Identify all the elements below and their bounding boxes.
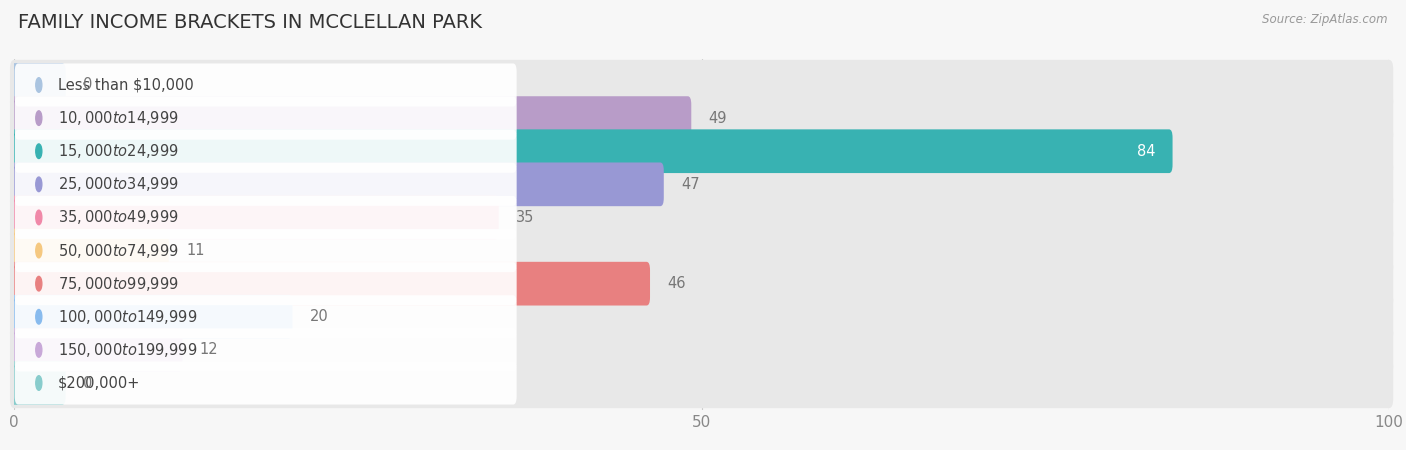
FancyBboxPatch shape bbox=[11, 361, 66, 405]
FancyBboxPatch shape bbox=[10, 60, 1393, 110]
FancyBboxPatch shape bbox=[14, 361, 516, 405]
Text: 12: 12 bbox=[200, 342, 218, 357]
FancyBboxPatch shape bbox=[11, 96, 692, 140]
Text: 47: 47 bbox=[681, 177, 700, 192]
Circle shape bbox=[35, 243, 42, 258]
Text: Less than $10,000: Less than $10,000 bbox=[58, 77, 194, 93]
Text: $15,000 to $24,999: $15,000 to $24,999 bbox=[58, 142, 179, 160]
FancyBboxPatch shape bbox=[10, 358, 1393, 408]
FancyBboxPatch shape bbox=[10, 325, 1393, 375]
FancyBboxPatch shape bbox=[10, 258, 1393, 309]
FancyBboxPatch shape bbox=[11, 162, 664, 206]
Text: $25,000 to $34,999: $25,000 to $34,999 bbox=[58, 176, 179, 194]
FancyBboxPatch shape bbox=[14, 163, 516, 206]
Text: FAMILY INCOME BRACKETS IN MCCLELLAN PARK: FAMILY INCOME BRACKETS IN MCCLELLAN PARK bbox=[18, 14, 482, 32]
FancyBboxPatch shape bbox=[11, 262, 650, 306]
Text: $50,000 to $74,999: $50,000 to $74,999 bbox=[58, 242, 179, 260]
FancyBboxPatch shape bbox=[14, 196, 516, 239]
FancyBboxPatch shape bbox=[14, 328, 516, 371]
FancyBboxPatch shape bbox=[10, 126, 1393, 176]
FancyBboxPatch shape bbox=[14, 63, 516, 107]
Text: 35: 35 bbox=[516, 210, 534, 225]
Circle shape bbox=[35, 376, 42, 390]
Text: $75,000 to $99,999: $75,000 to $99,999 bbox=[58, 274, 179, 292]
Text: Source: ZipAtlas.com: Source: ZipAtlas.com bbox=[1263, 14, 1388, 27]
Text: 20: 20 bbox=[309, 309, 329, 324]
FancyBboxPatch shape bbox=[14, 295, 516, 338]
Text: 46: 46 bbox=[668, 276, 686, 291]
Text: 84: 84 bbox=[1137, 144, 1156, 159]
FancyBboxPatch shape bbox=[14, 262, 516, 305]
Circle shape bbox=[35, 111, 42, 126]
Circle shape bbox=[35, 210, 42, 225]
FancyBboxPatch shape bbox=[14, 130, 516, 173]
Circle shape bbox=[35, 78, 42, 92]
Circle shape bbox=[35, 144, 42, 158]
FancyBboxPatch shape bbox=[10, 93, 1393, 143]
Circle shape bbox=[35, 276, 42, 291]
Text: 11: 11 bbox=[186, 243, 204, 258]
FancyBboxPatch shape bbox=[11, 229, 169, 272]
Text: 49: 49 bbox=[709, 111, 727, 126]
FancyBboxPatch shape bbox=[11, 328, 183, 372]
FancyBboxPatch shape bbox=[14, 229, 516, 272]
Text: $35,000 to $49,999: $35,000 to $49,999 bbox=[58, 208, 179, 226]
FancyBboxPatch shape bbox=[14, 97, 516, 140]
Circle shape bbox=[35, 177, 42, 192]
FancyBboxPatch shape bbox=[11, 295, 292, 339]
Circle shape bbox=[35, 342, 42, 357]
FancyBboxPatch shape bbox=[11, 63, 66, 107]
Text: $10,000 to $14,999: $10,000 to $14,999 bbox=[58, 109, 179, 127]
FancyBboxPatch shape bbox=[10, 192, 1393, 243]
FancyBboxPatch shape bbox=[11, 129, 1173, 173]
FancyBboxPatch shape bbox=[10, 292, 1393, 342]
Text: 0: 0 bbox=[83, 375, 93, 391]
FancyBboxPatch shape bbox=[10, 225, 1393, 276]
Circle shape bbox=[35, 310, 42, 324]
Text: $100,000 to $149,999: $100,000 to $149,999 bbox=[58, 308, 197, 326]
FancyBboxPatch shape bbox=[11, 196, 499, 239]
Text: 0: 0 bbox=[83, 77, 93, 93]
Text: $150,000 to $199,999: $150,000 to $199,999 bbox=[58, 341, 197, 359]
FancyBboxPatch shape bbox=[10, 159, 1393, 210]
Text: $200,000+: $200,000+ bbox=[58, 375, 141, 391]
